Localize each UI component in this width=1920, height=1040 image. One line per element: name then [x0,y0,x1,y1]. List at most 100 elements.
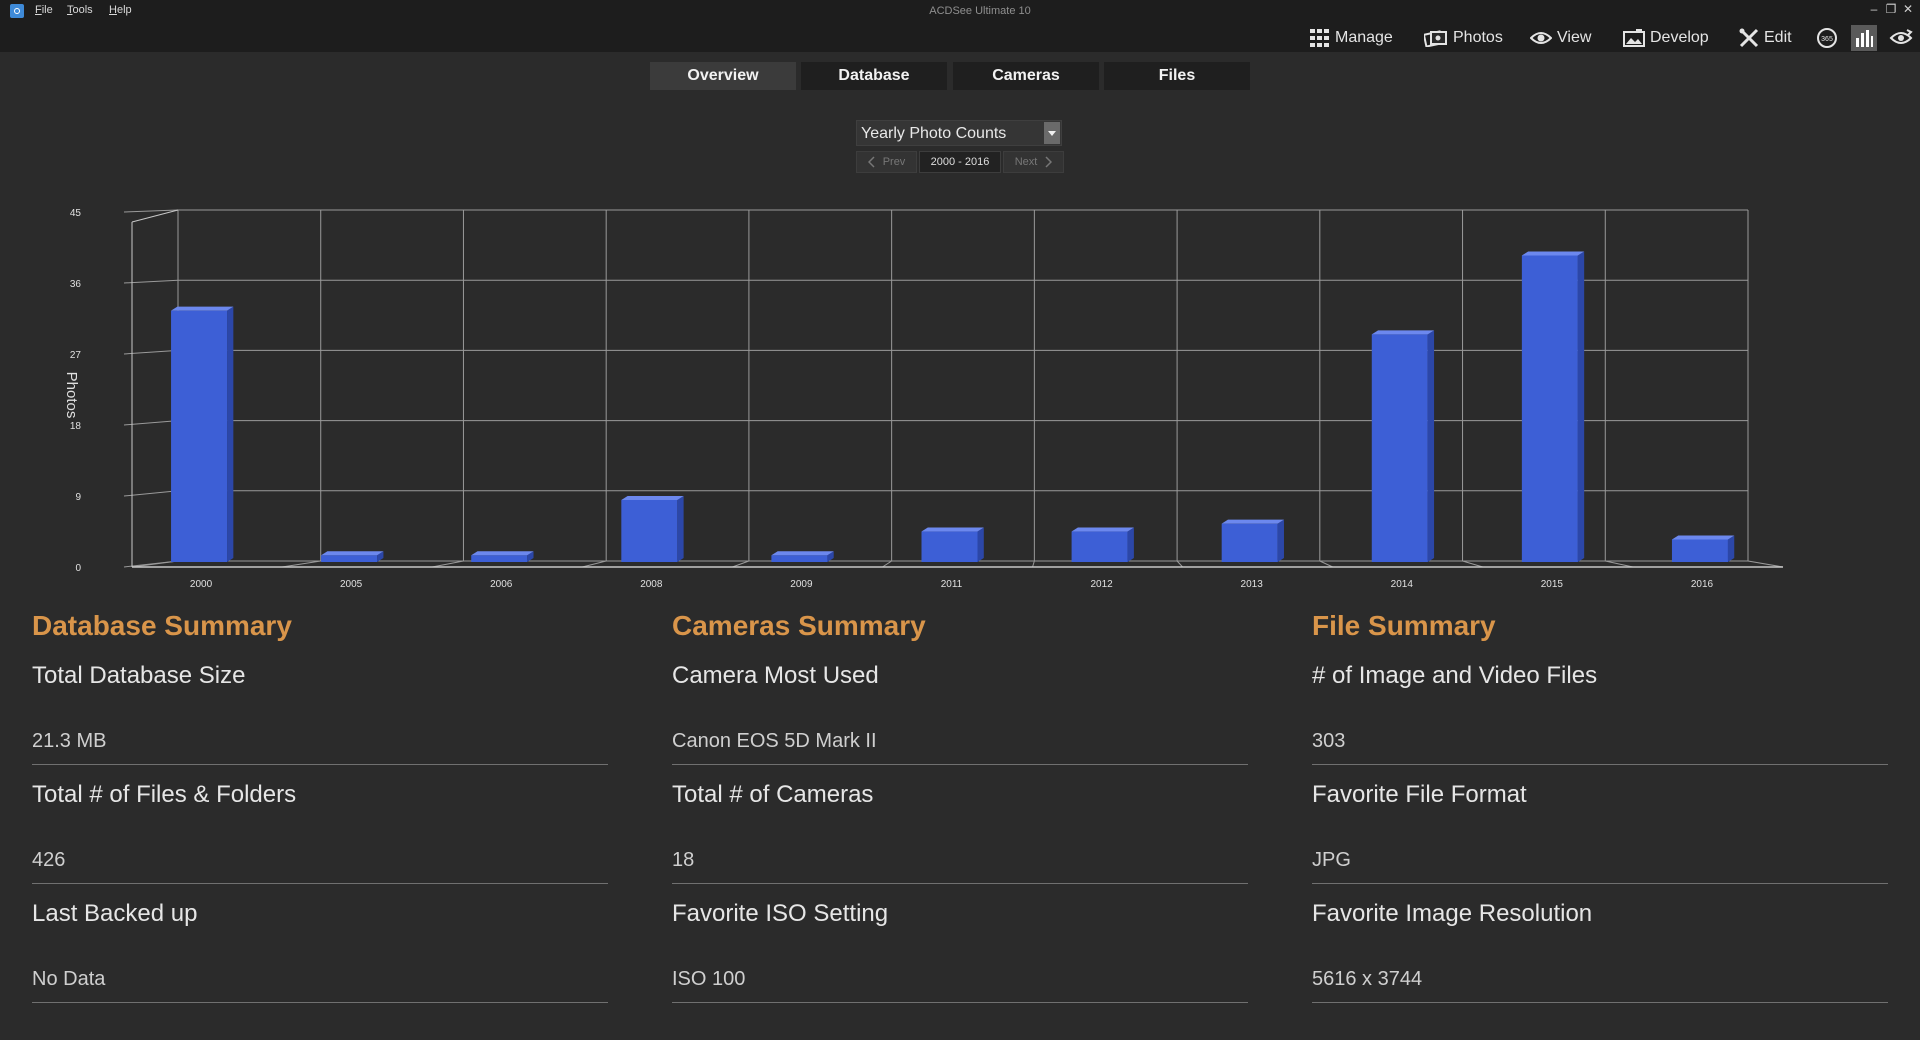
y-tick-label: 0 [75,563,81,574]
bar [1071,531,1128,562]
mode-manage[interactable]: Manage [1310,26,1393,50]
bar-side [377,551,384,562]
y-axis-label: Photos [63,372,80,419]
gridline-floor [1747,560,1784,568]
summary-item: Camera Most Used Canon EOS 5D Mark II [672,650,1248,769]
chevron-down-icon[interactable] [1044,122,1060,144]
x-tick-label: 2014 [1391,579,1414,590]
bar-side [1577,251,1585,562]
mode-edit[interactable]: Edit [1739,26,1792,50]
summary-label: Camera Most Used [672,662,879,689]
summary-item: Favorite File Format JPG [1312,769,1888,888]
bar [171,310,228,562]
divider [32,883,608,884]
gridline-floor [1605,560,1634,568]
chevron-right-icon [1045,156,1053,168]
summary-label: Favorite Image Resolution [1312,900,1593,927]
mode-develop[interactable]: Develop [1623,26,1709,50]
mode-view[interactable]: View [1530,26,1591,50]
tab-cameras[interactable]: Cameras [953,62,1099,90]
bar-top [921,527,984,532]
bar-side [1427,330,1435,562]
x-tick-label: 2013 [1241,579,1264,590]
bar-top [771,551,834,556]
bar-side [527,551,534,562]
x-tick-label: 2008 [640,579,663,590]
database-summary: Database Summary Total Database Size 21.… [32,610,608,1007]
bar-side [677,496,684,562]
x-tick-label: 2009 [790,579,813,590]
chart-type-dropdown[interactable]: Yearly Photo Counts [856,120,1062,146]
bar-side [227,306,234,562]
tab-database[interactable]: Database [801,62,947,90]
bar-top [1071,527,1134,532]
mode-view-label: View [1557,29,1592,46]
minimize-button[interactable]: – [1870,2,1878,16]
summary-value: ISO 100 [672,968,746,990]
summary-value: 303 [1312,730,1346,752]
summary-value: 21.3 MB [32,730,107,752]
divider [1312,764,1888,765]
x-tick-label: 2005 [340,579,363,590]
summary-item: Total # of Cameras 18 [672,769,1248,888]
menu-tools[interactable]: Tools [67,4,93,16]
menu-help[interactable]: Help [109,4,132,16]
gridline-floor [432,560,464,568]
eye-icon [1530,32,1552,44]
chevron-left-icon [867,156,875,168]
summary-label: Favorite ISO Setting [672,900,889,927]
summary-item: # of Image and Video Files 303 [1312,650,1888,769]
next-label: Next [1014,156,1038,168]
mode-360[interactable] [1888,25,1914,51]
next-button[interactable]: Next [1003,151,1064,173]
menu-file[interactable]: File [35,4,53,16]
develop-icon [1623,29,1645,47]
tab-overview[interactable]: Overview [650,62,796,90]
menu-file-label: ile [41,4,53,16]
mode-photos[interactable]: Photos [1424,26,1503,50]
gridline-floor [1319,560,1333,568]
mode-develop-label: Develop [1650,29,1709,46]
bar [771,555,828,562]
gridline-floor [1032,560,1035,568]
x-tick-label: 2012 [1090,579,1113,590]
bar-top [321,551,384,556]
y-tick-label: 9 [75,492,81,503]
gridline-side [123,279,179,284]
restore-button[interactable]: ❐ [1885,2,1897,16]
summary-label: Total # of Files & Folders [32,781,297,808]
prev-button[interactable]: Prev [856,151,917,173]
bar-top [471,551,534,556]
tab-files[interactable]: Files [1104,62,1250,90]
summary-value: Canon EOS 5D Mark II [672,730,877,752]
summary-value: 18 [672,849,695,871]
axis-top-connector [131,209,179,223]
app-icon[interactable] [10,4,24,18]
x-tick-label: 2011 [941,579,963,590]
gridline-floor [582,560,607,568]
chart-type-value: Yearly Photo Counts [861,125,1007,142]
x-tick-label: 2000 [190,579,213,590]
grid-icon [1310,29,1329,47]
divider [32,1002,608,1003]
online-365-badge: 365 [1821,36,1833,43]
mode-photos-label: Photos [1453,29,1503,46]
online-365-button[interactable]: 365 [1814,25,1840,51]
title-bar: File Tools Help ACDSee Ultimate 10 – ❐ ✕ [0,0,1920,22]
mode-dashboard[interactable] [1851,25,1877,51]
gridline-floor [732,560,750,568]
bar-top [1221,519,1284,524]
menu-tools-label: ools [72,4,93,16]
summary-item: Favorite ISO Setting ISO 100 [672,888,1248,1007]
divider [672,883,1248,884]
gridline-side [123,349,179,355]
bar [321,555,378,562]
mode-bar [0,22,1920,52]
bar-side [827,551,834,562]
cameras-summary: Cameras Summary Camera Most Used Canon E… [672,610,1248,1007]
bar [1371,334,1428,562]
summary-value: JPG [1312,849,1351,871]
x-tick-label: 2016 [1691,579,1714,590]
close-button[interactable]: ✕ [1902,2,1914,16]
summary-item: Total # of Files & Folders 426 [32,769,608,888]
